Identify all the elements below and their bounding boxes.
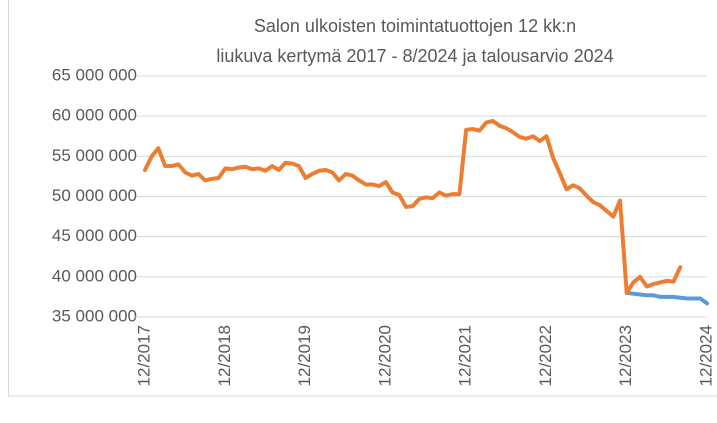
y-tick-label: 55 000 000 <box>52 146 137 165</box>
chart-title: Salon ulkoisten toimintatuottojen 12 kk:… <box>254 16 576 36</box>
x-tick-label: 12/2021 <box>456 325 475 386</box>
y-tick-label: 40 000 000 <box>52 266 137 285</box>
y-tick-label: 35 000 000 <box>52 306 137 325</box>
x-tick-label: 12/2017 <box>134 325 153 386</box>
x-tick-label: 12/2023 <box>616 325 635 386</box>
y-tick-label: 45 000 000 <box>52 226 137 245</box>
series-line <box>624 290 709 306</box>
x-tick-label: 12/2020 <box>375 325 394 386</box>
x-tick-label: 12/2018 <box>215 325 234 386</box>
y-tick-label: 65 000 000 <box>52 65 137 84</box>
x-tick-label: 12/2024 <box>696 325 715 386</box>
y-tick-label: 50 000 000 <box>52 186 137 205</box>
x-tick-label: 12/2022 <box>536 325 555 386</box>
chart-frame <box>8 0 717 397</box>
y-tick-label: 60 000 000 <box>52 106 137 125</box>
x-tick-label: 12/2019 <box>295 325 314 386</box>
series-line <box>143 118 683 295</box>
chart-subtitle: liukuva kertymä 2017 - 8/2024 ja talousa… <box>216 46 613 66</box>
